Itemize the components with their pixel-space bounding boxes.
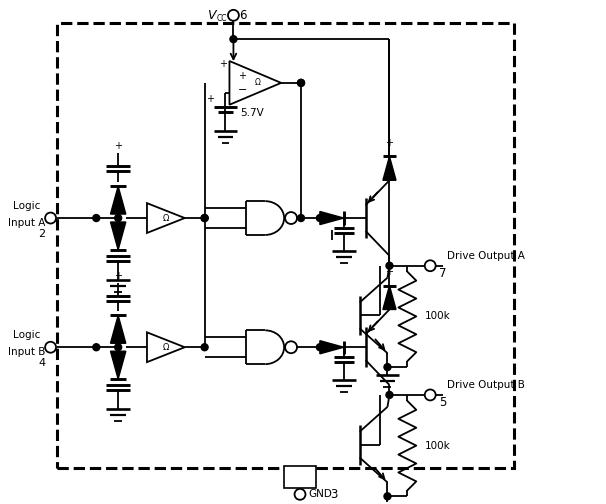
Text: 5.7V: 5.7V bbox=[241, 108, 264, 118]
Circle shape bbox=[93, 344, 100, 351]
Polygon shape bbox=[110, 316, 126, 343]
Text: +: + bbox=[114, 142, 122, 152]
Circle shape bbox=[230, 36, 237, 43]
Circle shape bbox=[386, 392, 393, 399]
Text: −: − bbox=[238, 85, 247, 95]
Circle shape bbox=[201, 344, 208, 351]
Circle shape bbox=[386, 262, 393, 269]
Polygon shape bbox=[230, 61, 281, 105]
Text: 5: 5 bbox=[439, 396, 447, 409]
Text: +: + bbox=[219, 59, 227, 69]
Polygon shape bbox=[320, 212, 344, 225]
Polygon shape bbox=[147, 332, 185, 362]
Circle shape bbox=[115, 344, 122, 351]
Polygon shape bbox=[110, 351, 126, 379]
Text: Input B: Input B bbox=[8, 347, 45, 357]
Circle shape bbox=[93, 215, 100, 222]
Text: Drive Output B: Drive Output B bbox=[447, 380, 525, 390]
Polygon shape bbox=[383, 286, 396, 309]
Text: Drive Output A: Drive Output A bbox=[447, 251, 525, 261]
Circle shape bbox=[298, 80, 304, 86]
Text: Ω: Ω bbox=[255, 79, 260, 87]
Text: +: + bbox=[385, 138, 393, 148]
Text: V: V bbox=[207, 9, 216, 22]
Circle shape bbox=[115, 215, 122, 222]
Text: +: + bbox=[385, 267, 393, 277]
Text: Ω: Ω bbox=[162, 343, 169, 352]
Text: Logic: Logic bbox=[13, 201, 41, 211]
Text: GND: GND bbox=[308, 489, 332, 499]
Text: +: + bbox=[205, 94, 213, 104]
Text: 7: 7 bbox=[439, 267, 447, 280]
Text: 4: 4 bbox=[38, 358, 45, 368]
Circle shape bbox=[316, 215, 324, 222]
Circle shape bbox=[298, 215, 304, 222]
Text: CC: CC bbox=[216, 14, 227, 23]
Text: Input A: Input A bbox=[8, 218, 45, 228]
Text: +: + bbox=[238, 71, 247, 81]
Polygon shape bbox=[110, 222, 126, 250]
Text: Ω: Ω bbox=[162, 214, 169, 223]
Text: 3: 3 bbox=[330, 488, 337, 501]
Circle shape bbox=[201, 215, 208, 222]
Circle shape bbox=[298, 80, 304, 86]
Text: 2: 2 bbox=[38, 229, 45, 239]
Circle shape bbox=[316, 344, 324, 351]
Polygon shape bbox=[320, 341, 344, 354]
Text: 100k: 100k bbox=[425, 311, 451, 322]
Text: 100k: 100k bbox=[425, 440, 451, 451]
Polygon shape bbox=[383, 156, 396, 180]
Circle shape bbox=[201, 215, 208, 222]
Polygon shape bbox=[147, 203, 185, 233]
Circle shape bbox=[384, 493, 391, 500]
Circle shape bbox=[384, 363, 391, 370]
Text: +: + bbox=[114, 271, 122, 281]
FancyBboxPatch shape bbox=[284, 467, 316, 488]
Text: Logic: Logic bbox=[13, 330, 41, 340]
Text: 6: 6 bbox=[239, 9, 247, 22]
Polygon shape bbox=[110, 186, 126, 214]
